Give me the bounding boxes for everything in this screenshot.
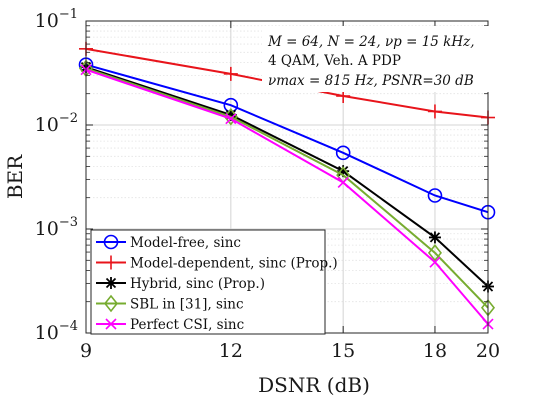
legend-label: Model-free, sinc [130, 235, 241, 251]
legend-label: Model-dependent, sinc (Prop.) [130, 256, 338, 272]
annotation-line-3: νmax = 815 Hz, PSNR=30 dB [268, 73, 474, 89]
x-tick-label: 20 [476, 340, 500, 362]
x-tick-labels: 9 12 15 18 20 [80, 340, 500, 362]
marker-circle [427, 188, 443, 203]
marker-star [105, 277, 117, 289]
legend-label: SBL in [31], sinc [130, 297, 244, 313]
y-tick-labels: 10−1 10−2 10−3 10−4 [35, 7, 78, 344]
series-layer [78, 41, 496, 330]
legend-entry: Model-dependent, sinc (Prop.) [96, 255, 338, 272]
series-line [85, 67, 489, 309]
y-tick-label: 10−1 [35, 7, 78, 32]
marker-diamond [103, 294, 119, 313]
marker-plus [104, 255, 118, 270]
legend-entry: Perfect CSI, sinc [96, 317, 244, 333]
legend-box [90, 229, 326, 335]
marker-cross [429, 256, 441, 268]
annotation-box: M = 64, N = 24, νp = 15 kHz, 4 QAM, Veh.… [262, 26, 498, 92]
y-axis-title: BER [3, 154, 27, 199]
marker-circle [335, 145, 351, 161]
legend-items: Model-free, sinc Model-dependent, sinc (P… [96, 234, 338, 333]
x-axis-title: DSNR (dB) [258, 373, 370, 397]
y-tick-label: 10−4 [35, 319, 78, 344]
legend-entry: Model-free, sinc [96, 234, 241, 251]
x-tick-label: 18 [423, 340, 447, 362]
series-line [85, 63, 489, 214]
marker-circle [103, 234, 119, 250]
marker-cross [225, 113, 237, 125]
marker-plus [427, 104, 442, 119]
axis-ticks [85, 20, 489, 334]
legend-entry: Hybrid, sinc (Prop.) [96, 276, 265, 292]
marker-cross [105, 318, 117, 330]
marker-cross [337, 176, 349, 189]
annotation-background [262, 26, 498, 92]
x-tick-label: 12 [219, 340, 243, 362]
legend-label: Perfect CSI, sinc [130, 317, 244, 333]
series-1 [78, 57, 496, 220]
marker-plus [223, 66, 238, 81]
y-tick-label: 10−2 [35, 111, 78, 136]
marker-star [428, 231, 441, 244]
x-tick-label: 15 [331, 340, 355, 362]
legend-entry: SBL in [31], sinc [96, 294, 244, 313]
marker-diamond [427, 244, 442, 262]
legend-label: Hybrid, sinc (Prop.) [130, 276, 265, 292]
annotation-line-2: 4 QAM, Veh. A PDP [268, 53, 401, 69]
legend: Model-free, sinc Model-dependent, sinc (P… [90, 229, 338, 335]
x-tick-label: 9 [80, 340, 92, 362]
annotation-line-1: M = 64, N = 24, νp = 15 kHz, [267, 34, 475, 50]
y-tick-label: 10−3 [35, 215, 78, 240]
